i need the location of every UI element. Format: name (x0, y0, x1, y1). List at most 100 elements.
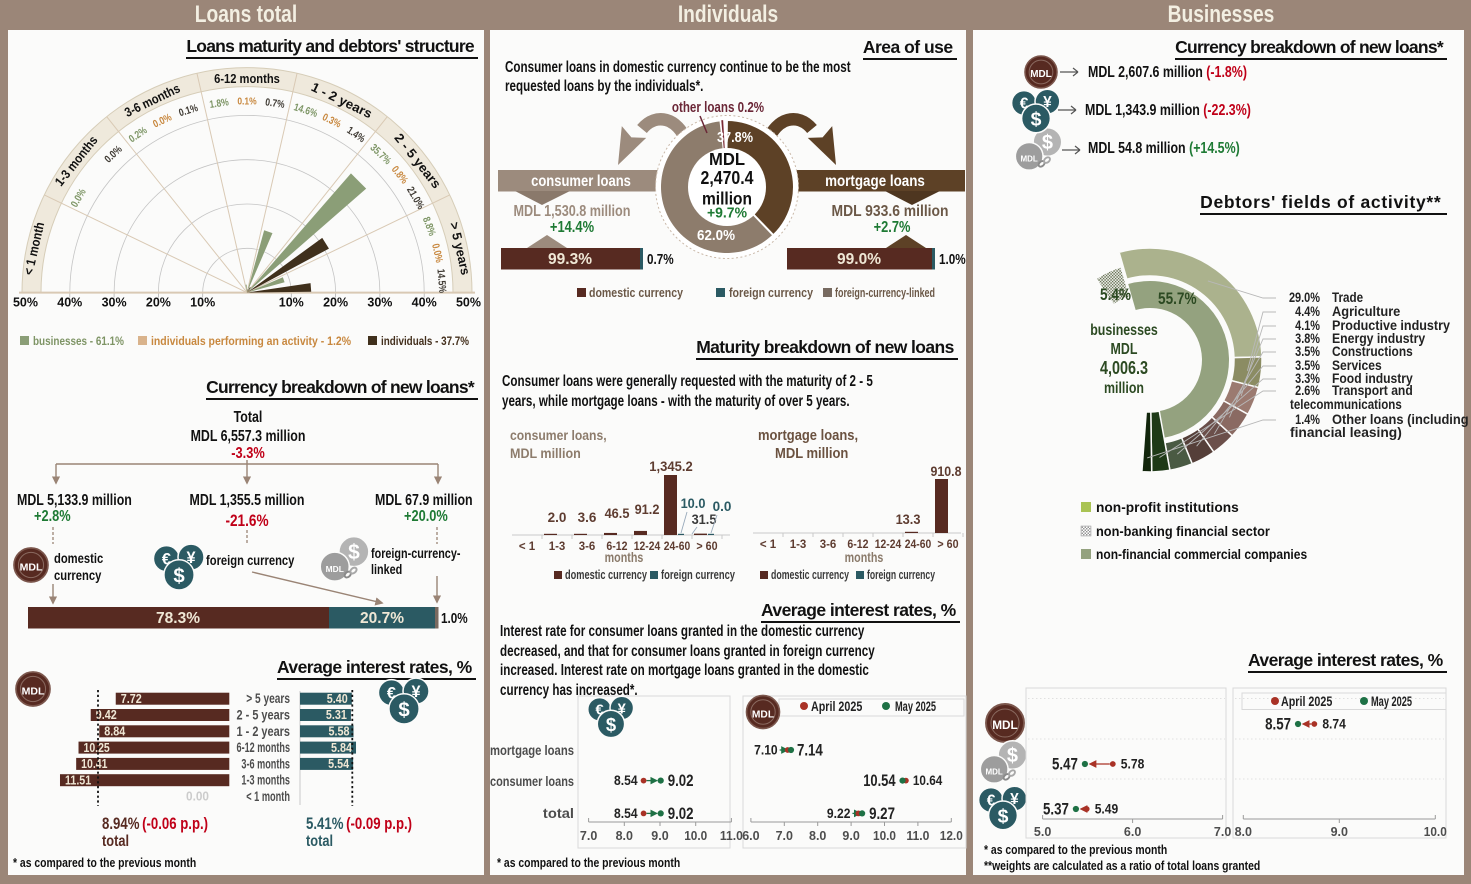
svg-text:¥: ¥ (411, 683, 420, 701)
svg-text:Transport and: Transport and (1332, 383, 1413, 398)
svg-text:5.47: 5.47 (1052, 755, 1078, 774)
svg-text:4.1%: 4.1% (1295, 318, 1320, 333)
svg-text:6.0: 6.0 (742, 829, 759, 843)
svg-text:9.02: 9.02 (668, 771, 694, 790)
svg-text:€: € (387, 685, 396, 703)
svg-text:10.0: 10.0 (1424, 825, 1447, 839)
svg-text:domestic currency: domestic currency (589, 285, 684, 300)
svg-text:Agriculture: Agriculture (1332, 304, 1401, 319)
svg-text:0.7%: 0.7% (264, 96, 285, 111)
svg-text:5.40: 5.40 (327, 692, 348, 706)
svg-text:50%: 50% (456, 296, 481, 310)
svg-text:domestic currency: domestic currency (771, 568, 849, 582)
svg-text:$: $ (173, 565, 185, 587)
svg-text:9.0: 9.0 (842, 829, 859, 843)
svg-text:9.0: 9.0 (651, 829, 668, 843)
svg-text:9.42: 9.42 (96, 708, 117, 722)
svg-text:€: € (162, 551, 171, 569)
svg-text:1.0%: 1.0% (939, 252, 966, 268)
svg-text:financial leasing): financial leasing) (1290, 425, 1402, 440)
svg-text:0.7%: 0.7% (647, 252, 674, 268)
svg-text:MDL: MDL (22, 685, 45, 697)
svg-text:$: $ (998, 806, 1009, 828)
svg-text:¥: ¥ (618, 701, 627, 717)
svg-text:4.4%: 4.4% (1295, 304, 1320, 319)
svg-text:3-6: 3-6 (579, 541, 596, 553)
svg-text:24-60: 24-60 (664, 541, 690, 553)
svg-text:< 1 month: < 1 month (246, 789, 290, 804)
svg-text:total: total (543, 806, 574, 821)
svg-text:MDL: MDL (1021, 154, 1038, 164)
svg-text:$: $ (606, 714, 616, 735)
svg-text:7.0: 7.0 (580, 829, 597, 843)
svg-text:3.3%: 3.3% (1295, 371, 1320, 386)
svg-text:10%: 10% (279, 296, 304, 310)
svg-text:MDL: MDL (752, 709, 774, 720)
svg-text:2 - 5 years: 2 - 5 years (237, 708, 290, 723)
svg-text:MDL: MDL (1030, 69, 1051, 80)
svg-text:individuals - 37.7%: individuals - 37.7% (381, 334, 469, 348)
svg-text:37.8%: 37.8% (717, 130, 753, 146)
svg-text:MDL million: MDL million (775, 446, 848, 462)
svg-text:5.58: 5.58 (329, 725, 350, 739)
svg-text:non-profit institutions: non-profit institutions (1096, 500, 1239, 515)
svg-text:13.3: 13.3 (896, 512, 921, 527)
svg-text:2.0: 2.0 (548, 510, 567, 525)
svg-text:3.6: 3.6 (578, 510, 597, 525)
svg-text:8.84: 8.84 (104, 725, 125, 739)
svg-text:MDL: MDL (709, 149, 745, 169)
svg-text:10.64: 10.64 (913, 772, 943, 788)
svg-text:7.72: 7.72 (121, 692, 142, 706)
svg-text:99.3%: 99.3% (548, 251, 592, 268)
svg-text:Constructions: Constructions (1332, 344, 1413, 359)
svg-text:9.0: 9.0 (1331, 825, 1348, 839)
svg-text:3.8%: 3.8% (1295, 331, 1320, 346)
svg-text:12.0: 12.0 (940, 829, 963, 843)
svg-text:non-banking financial sector: non-banking financial sector (1096, 524, 1271, 539)
svg-text:10%: 10% (190, 296, 215, 310)
svg-text:€: € (1020, 96, 1029, 113)
svg-text:10.0: 10.0 (684, 829, 707, 843)
svg-text:2,470.4: 2,470.4 (701, 167, 755, 188)
svg-text:foreign currency: foreign currency (867, 568, 935, 582)
svg-text:MDL: MDL (20, 561, 43, 573)
svg-text:months: months (845, 549, 884, 565)
svg-text:foreign currency: foreign currency (729, 285, 814, 300)
svg-text:12-24: 12-24 (634, 541, 661, 553)
svg-text:million: million (702, 189, 752, 209)
svg-text:5.31: 5.31 (326, 708, 347, 722)
svg-text:Other loans (including: Other loans (including (1332, 412, 1469, 427)
svg-text:6-12 months: 6-12 months (237, 740, 290, 755)
svg-text:May 2025: May 2025 (895, 699, 936, 714)
svg-text:April 2025: April 2025 (1281, 694, 1333, 709)
svg-text:8.0: 8.0 (1235, 825, 1252, 839)
svg-text:2.6%: 2.6% (1295, 383, 1320, 398)
svg-text:1 - 2 years: 1 - 2 years (237, 724, 290, 739)
svg-text:foreign-currency-linked: foreign-currency-linked (835, 285, 935, 300)
svg-text:11.0: 11.0 (720, 829, 743, 843)
svg-text:0.00: 0.00 (186, 790, 209, 804)
svg-text:$: $ (1042, 132, 1053, 154)
svg-text:$: $ (398, 699, 410, 721)
svg-text:0.0: 0.0 (713, 499, 732, 514)
svg-text:€: € (595, 703, 603, 719)
svg-text:> 5 years: > 5 years (246, 691, 290, 706)
svg-text:8.74: 8.74 (1322, 716, 1346, 732)
svg-text:> 60: > 60 (937, 539, 958, 551)
svg-text:$: $ (348, 541, 360, 564)
svg-text:10.25: 10.25 (84, 741, 110, 755)
svg-text:40%: 40% (412, 296, 437, 310)
svg-text:Services: Services (1332, 358, 1382, 373)
svg-text:12-24: 12-24 (875, 539, 902, 551)
svg-text:1.4%: 1.4% (1295, 412, 1320, 427)
svg-text:non-financial commercial compa: non-financial commercial companies (1096, 547, 1307, 562)
svg-text:5.54: 5.54 (328, 757, 349, 771)
svg-text:1,345.2: 1,345.2 (649, 459, 692, 474)
svg-text:50%: 50% (13, 296, 38, 310)
svg-text:MDL: MDL (986, 767, 1003, 777)
svg-text:> 60: > 60 (696, 541, 717, 553)
svg-text:< 1: < 1 (519, 541, 536, 553)
svg-text:5.0: 5.0 (1034, 825, 1051, 839)
svg-text:99.0%: 99.0% (837, 251, 881, 268)
svg-text:40%: 40% (57, 296, 82, 310)
